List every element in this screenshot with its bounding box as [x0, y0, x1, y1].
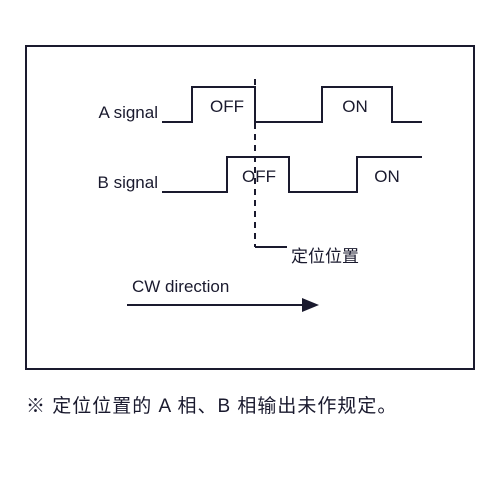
diagram-area: A signal OFF ON B signal OFF ON 定位位置 CW …	[27, 47, 473, 368]
diagram-frame: A signal OFF ON B signal OFF ON 定位位置 CW …	[25, 45, 475, 370]
cw-direction-label: CW direction	[132, 277, 229, 297]
b-signal-label: B signal	[80, 173, 158, 193]
a-signal-label: A signal	[80, 103, 158, 123]
b-off-label: OFF	[237, 167, 281, 187]
a-on-label: ON	[325, 97, 385, 117]
cw-arrow-head	[302, 298, 319, 312]
footnote-text: ※ 定位位置的 A 相、B 相输出未作规定。	[26, 391, 397, 418]
a-off-label: OFF	[205, 97, 249, 117]
position-label: 定位位置	[291, 242, 359, 267]
b-on-label: ON	[357, 167, 417, 187]
waveform-svg	[27, 47, 477, 372]
